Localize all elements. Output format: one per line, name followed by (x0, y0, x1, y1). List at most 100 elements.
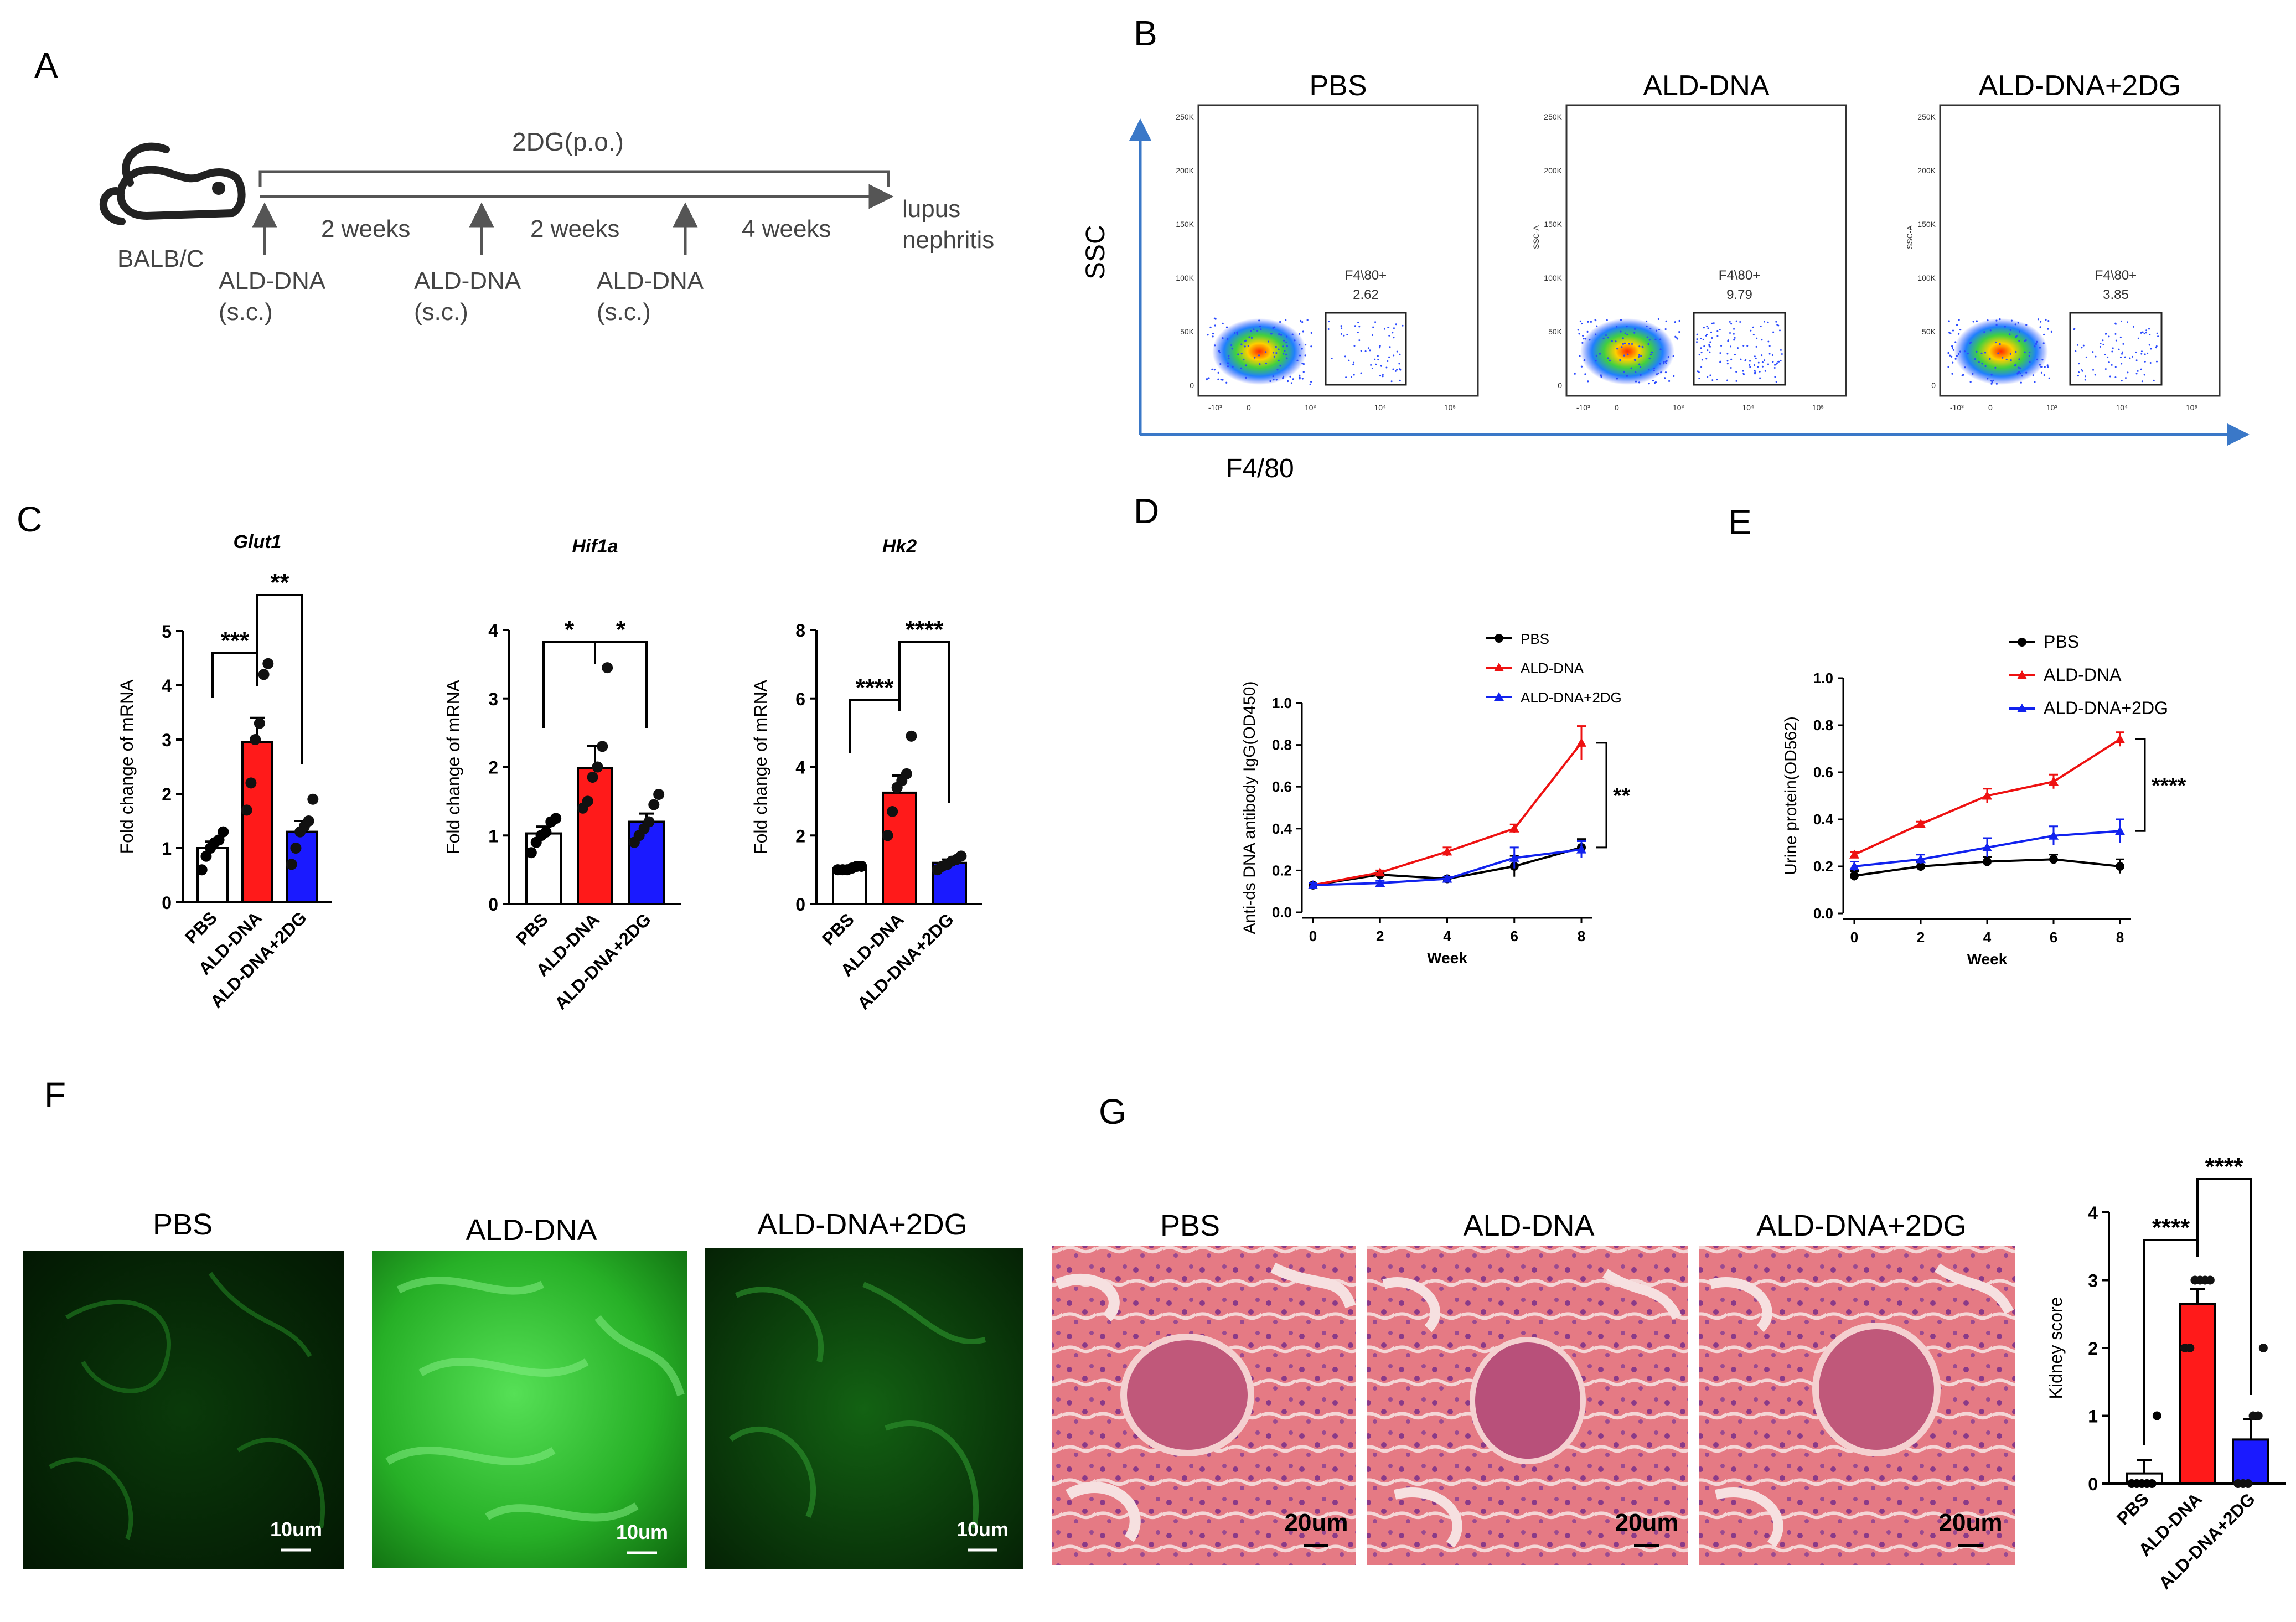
mouse-icon (99, 142, 246, 225)
antidna-point-2-0 (1308, 880, 1318, 889)
antidna-sig-label: ** (1613, 783, 1631, 808)
hk2-ylabel: Fold change of mRNA (751, 679, 770, 854)
kidney-point-2-2 (2243, 1479, 2253, 1488)
kidney-bar-2 (2232, 1438, 2269, 1485)
glut1-sig-bracket-0 (211, 652, 258, 698)
antidna-point-1-1 (1375, 867, 1385, 877)
antidna-xtick-1: 2 (1376, 928, 1384, 944)
antidna-legend-label-2: ALD-DNA+2DG (1521, 689, 1622, 706)
he-title-ald: ALD-DNA (1463, 1209, 1594, 1242)
glut1-point-0-0 (196, 864, 208, 876)
flow-ssc-a-1: SSC-A (1532, 225, 1540, 249)
hif1a-ytick-1: 1 (488, 826, 498, 846)
he-glomerulus-ald (1470, 1337, 1586, 1464)
glut1-bar-1 (241, 741, 273, 904)
kidney-point-2-4 (2253, 1411, 2263, 1420)
hif1a-point-0-5 (550, 813, 562, 824)
glut1-sig-bracket-1 (256, 594, 303, 764)
scale-label-f-2: 10um (616, 1521, 668, 1543)
hif1a-xtick-2: ALD-DNA+2DG (551, 909, 655, 1013)
fluor-texture-ald (385, 1277, 685, 1522)
hif1a-title: Hif1a (572, 536, 618, 557)
hk2-point-1-0 (882, 830, 893, 841)
flow-xtick-2-0: -10³ (1950, 403, 1964, 412)
kidney-ytick-2: 2 (2088, 1339, 2098, 1358)
injection-route-2: (s.c.) (414, 298, 468, 326)
glut1-title: Glut1 (234, 531, 282, 552)
antidna-sig-bracket (1596, 742, 1607, 849)
urine-xlabel: Week (1967, 951, 2008, 968)
urine-xtick-3: 6 (2050, 929, 2057, 946)
glut1-point-2-0 (286, 859, 297, 870)
flow-ssc-a-2: SSC-A (1905, 225, 1914, 249)
glut1-ytick-3: 3 (162, 730, 172, 750)
interval-label-2: 2 weeks (530, 215, 619, 242)
flow-gate-label-0: F4\80+ (1345, 268, 1387, 283)
hk2-ytick-4: 8 (795, 621, 805, 640)
hif1a-ytick-3: 3 (488, 689, 498, 709)
antidna-legend-label-1: ALD-DNA (1521, 660, 1584, 676)
hk2-point-0-5 (856, 860, 867, 872)
antidna-point-1-4 (1576, 737, 1586, 747)
flow-ytick-0-1: 200K (1176, 166, 1194, 175)
scale-bar-g-1: 20um (1285, 1509, 1348, 1547)
flow-gate-1 (1693, 312, 1786, 386)
urine-point-1-3 (2049, 777, 2059, 786)
urine-point-2-0 (1849, 861, 1859, 870)
glut1-point-2-1 (290, 843, 302, 854)
antidna-xtick-4: 8 (1578, 928, 1585, 944)
urine-ytick-0: 0.0 (1813, 905, 1833, 922)
hif1a-point-1-1 (582, 795, 593, 807)
glut1-ytick-1: 1 (162, 839, 172, 859)
endpoint-label-line1: lupus (902, 195, 960, 223)
flow-ytick-0-2: 150K (1176, 220, 1194, 229)
fluor-texture-2dg (729, 1282, 986, 1528)
urine-ytick-4: 0.8 (1813, 717, 1833, 733)
kidney-xtick-0: PBS (2113, 1489, 2153, 1528)
flow-gate-0 (1325, 312, 1407, 386)
hif1a-point-2-4 (648, 799, 660, 810)
urine-point-1-1 (1916, 819, 1926, 828)
flow-x-axis-label: F4/80 (1226, 454, 1294, 483)
glut1-point-1-0 (241, 804, 252, 816)
urine-legend-label-0: PBS (2044, 632, 2079, 652)
flow-xtick-1-3: 10⁴ (1742, 403, 1754, 412)
urine-point-0-0 (1850, 871, 1859, 880)
hif1a-sig-label-1: * (616, 616, 626, 643)
hk2-ytick-3: 6 (795, 689, 805, 709)
hif1a-ylabel: Fold change of mRNA (443, 679, 463, 854)
flow-gate-value-0: 2.62 (1353, 287, 1379, 302)
antidna-point-1-2 (1442, 846, 1452, 856)
flow-xtick-2-1: 0 (1988, 403, 1993, 412)
antidna-legend-marker-0 (1495, 634, 1503, 643)
glut1-ytick-2: 2 (162, 784, 172, 804)
urine-sig-label: **** (2152, 773, 2186, 798)
glut1-point-0-5 (218, 826, 229, 838)
urine-legend-label-2: ALD-DNA+2DG (2044, 698, 2168, 718)
panel-g-histology: PBS ALD-DNA ALD-DNA+2DG 20um 20um 20um (1052, 1209, 2015, 1565)
flow-plot-title-2: ALD-DNA+2DG (1979, 70, 2181, 102)
urine-point-1-4 (2115, 734, 2125, 743)
hif1a-bar-1 (577, 767, 613, 905)
panel-letter-f: F (44, 1075, 66, 1115)
glut1-point-2-4 (303, 815, 314, 827)
hif1a-ytick-2: 2 (488, 758, 498, 778)
flow-cluster-2 (1954, 318, 2048, 385)
antidna-ylabel: Anti-ds DNA antibody IgG(OD450) (1240, 681, 1259, 934)
flow-ytick-2-5: 0 (1931, 381, 1936, 390)
urine-sig-bracket (2135, 738, 2146, 832)
flow-xtick-1-0: -10³ (1576, 403, 1590, 412)
glut1-point-1-5 (262, 658, 274, 669)
flow-ytick-0-0: 250K (1176, 112, 1194, 121)
glut1-ytick-4: 4 (162, 676, 172, 696)
flow-ytick-1-5: 0 (1558, 381, 1562, 390)
antidna-ytick-2: 0.4 (1272, 820, 1292, 837)
glut1-xtick-0: PBS (181, 907, 221, 947)
flow-xtick-0-2: 10³ (1305, 403, 1316, 412)
flow-gate-2 (2069, 312, 2163, 386)
flow-ytick-0-4: 50K (1180, 327, 1194, 336)
urine-ytick-3: 0.6 (1813, 764, 1833, 781)
scale-label-g-2: 20um (1615, 1509, 1679, 1536)
